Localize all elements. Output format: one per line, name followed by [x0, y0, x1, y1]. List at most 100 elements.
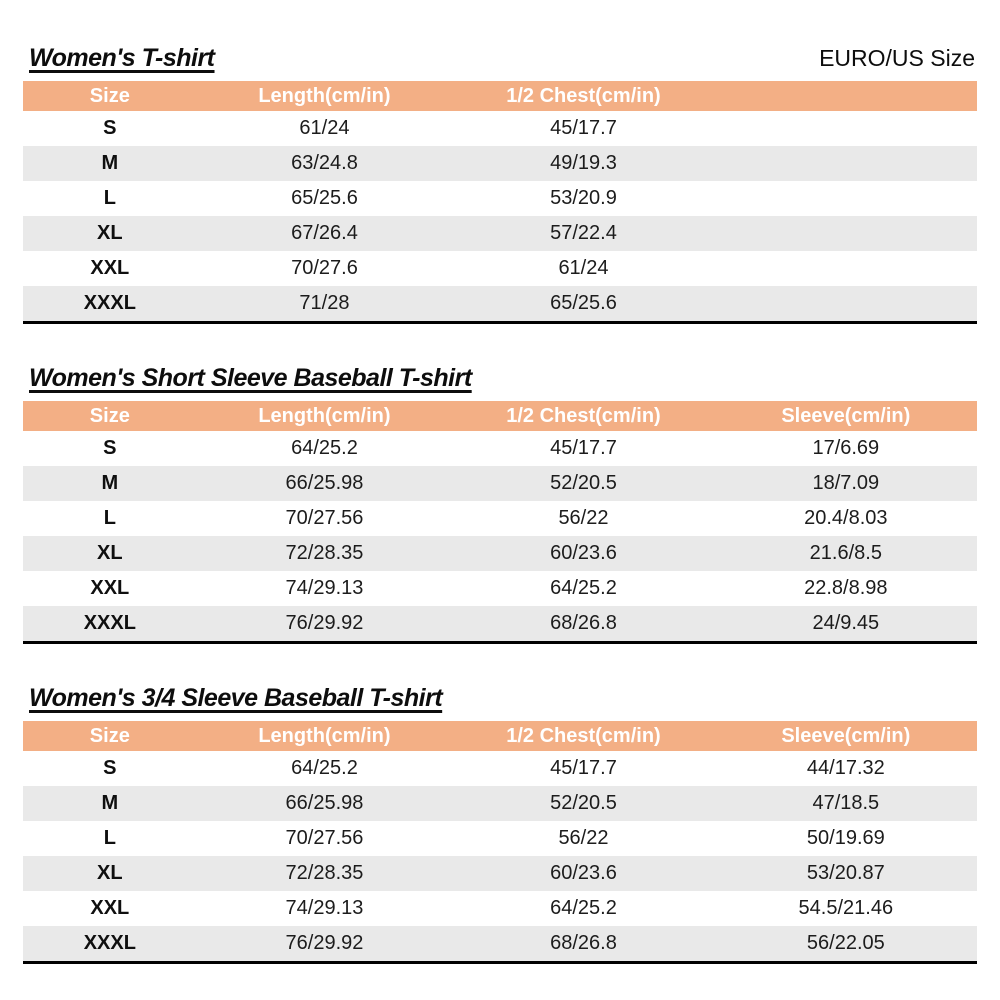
measurement-cell: 45/17.7: [550, 437, 617, 459]
measurement-cell: 21.6/8.5: [809, 542, 882, 564]
size-standard-label: EURO/US Size: [819, 45, 975, 71]
size-cell: M: [101, 792, 119, 814]
table-title: Women's 3/4 Sleeve Baseball T-shirt: [29, 684, 443, 712]
measurement-cell: 52/20.5: [550, 472, 617, 494]
table-row: S 61/24 45/17.7: [23, 111, 977, 146]
table-title: Women's Short Sleeve Baseball T-shirt: [29, 364, 472, 392]
measurement-cell: [715, 146, 977, 181]
measurement-cell: 17/6.69: [812, 437, 880, 459]
measurement-cell: 61/24: [558, 257, 609, 279]
column-header: Size: [23, 401, 197, 431]
measurement-cell: 68/26.8: [550, 932, 617, 954]
column-header: Length(cm/in): [196, 401, 453, 431]
measurement-cell: 74/29.13: [285, 577, 364, 599]
measurement-cell: 52/20.5: [550, 792, 617, 814]
size-table: Size Length(cm/in) 1/2 Chest(cm/in) Sleeve(…: [23, 401, 977, 644]
measurement-cell: 72/28.35: [285, 862, 364, 884]
measurement-cell: 72/28.35: [285, 542, 364, 564]
table-row: S 64/25.2 45/17.7 44/17.32: [23, 751, 977, 786]
size-cell: S: [103, 437, 117, 459]
table-row: XXXL 76/29.92 68/26.8 56/22.05: [23, 926, 977, 963]
column-header: 1/2 Chest(cm/in): [452, 401, 715, 431]
measurement-cell: 53/20.87: [806, 862, 885, 884]
table-row: XXL 70/27.6 61/24: [23, 251, 977, 286]
column-header: Sleeve(cm/in): [714, 401, 977, 431]
column-header: 1/2 Chest(cm/in): [452, 721, 715, 751]
size-chart-page: Women's T-shirt EURO/US Size Size Length(…: [23, 0, 977, 964]
measurement-cell: 70/27.6: [291, 257, 358, 279]
section-head: Women's Short Sleeve Baseball T-shirt: [23, 364, 977, 401]
column-header: 1/2 Chest(cm/in): [452, 81, 715, 111]
measurement-cell: 57/22.4: [550, 222, 617, 244]
header-row: Size Length(cm/in) 1/2 Chest(cm/in) Sleeve(…: [23, 401, 977, 431]
size-cell: M: [101, 152, 119, 174]
measurement-cell: [715, 251, 977, 286]
size-cell: S: [103, 117, 117, 139]
measurement-cell: 20.4/8.03: [804, 507, 888, 529]
size-cell: XXXL: [83, 612, 136, 634]
measurement-cell: 50/19.69: [806, 827, 885, 849]
size-cell: XXL: [90, 577, 130, 599]
measurement-cell: 76/29.92: [285, 612, 364, 634]
measurement-cell: [715, 216, 977, 251]
measurement-cell: 64/25.2: [550, 577, 617, 599]
column-header: Length(cm/in): [196, 721, 453, 751]
table-row: XL 67/26.4 57/22.4: [23, 216, 977, 251]
measurement-cell: 63/24.8: [291, 152, 358, 174]
table-row: M 63/24.8 49/19.3: [23, 146, 977, 181]
measurement-cell: 24/9.45: [812, 612, 880, 634]
measurement-cell: 60/23.6: [550, 542, 617, 564]
size-cell: XXL: [90, 897, 130, 919]
measurement-cell: 65/25.6: [291, 187, 358, 209]
header-row: Size Length(cm/in) 1/2 Chest(cm/in): [23, 81, 977, 111]
measurement-cell: 74/29.13: [285, 897, 364, 919]
table-row: XXXL 76/29.92 68/26.8 24/9.45: [23, 606, 977, 643]
size-table-section-womens-tshirt: Women's T-shirt EURO/US Size Size Length(…: [23, 44, 977, 324]
measurement-cell: 65/25.6: [550, 292, 617, 314]
measurement-cell: 64/25.2: [291, 437, 358, 459]
size-cell: XXXL: [83, 292, 136, 314]
measurement-cell: 53/20.9: [550, 187, 617, 209]
column-header: Size: [23, 721, 197, 751]
size-cell: M: [101, 472, 119, 494]
table-row: M 66/25.98 52/20.5 47/18.5: [23, 786, 977, 821]
measurement-cell: 61/24: [299, 117, 350, 139]
measurement-cell: 76/29.92: [285, 932, 364, 954]
table-title: Women's T-shirt: [29, 44, 215, 72]
column-header: Sleeve(cm/in): [714, 721, 977, 751]
size-cell: XL: [97, 862, 123, 884]
size-cell: L: [103, 827, 116, 849]
section-head: Women's T-shirt EURO/US Size: [23, 44, 977, 81]
size-cell: XL: [97, 222, 123, 244]
table-row: XL 72/28.35 60/23.6 21.6/8.5: [23, 536, 977, 571]
measurement-cell: 18/7.09: [812, 472, 880, 494]
table-row: XL 72/28.35 60/23.6 53/20.87: [23, 856, 977, 891]
measurement-cell: 54.5/21.46: [798, 897, 894, 919]
table-row: XXL 74/29.13 64/25.2 54.5/21.46: [23, 891, 977, 926]
measurement-cell: 56/22: [558, 827, 609, 849]
size-table: Size Length(cm/in) 1/2 Chest(cm/in) Sleeve(…: [23, 721, 977, 964]
size-cell: XXXL: [83, 932, 136, 954]
table-row: S 64/25.2 45/17.7 17/6.69: [23, 431, 977, 466]
size-cell: XXL: [90, 257, 130, 279]
measurement-cell: 66/25.98: [285, 472, 364, 494]
measurement-cell: [715, 286, 977, 323]
table-row: L 70/27.56 56/22 20.4/8.03: [23, 501, 977, 536]
section-head: Women's 3/4 Sleeve Baseball T-shirt: [23, 684, 977, 721]
measurement-cell: 56/22.05: [806, 932, 885, 954]
measurement-cell: 66/25.98: [285, 792, 364, 814]
measurement-cell: 71/28: [299, 292, 350, 314]
measurement-cell: 45/17.7: [550, 757, 617, 779]
measurement-cell: 56/22: [558, 507, 609, 529]
measurement-cell: 68/26.8: [550, 612, 617, 634]
measurement-cell: 47/18.5: [812, 792, 880, 814]
measurement-cell: 44/17.32: [806, 757, 885, 779]
size-cell: S: [103, 757, 117, 779]
size-table: Size Length(cm/in) 1/2 Chest(cm/in) S 61/24…: [23, 81, 977, 324]
table-row: L 70/27.56 56/22 50/19.69: [23, 821, 977, 856]
measurement-cell: 70/27.56: [285, 507, 364, 529]
table-row: XXL 74/29.13 64/25.2 22.8/8.98: [23, 571, 977, 606]
table-row: XXXL 71/28 65/25.6: [23, 286, 977, 323]
measurement-cell: 22.8/8.98: [804, 577, 888, 599]
size-table-section-short-sleeve-baseball: Women's Short Sleeve Baseball T-shirt Si…: [23, 364, 977, 644]
